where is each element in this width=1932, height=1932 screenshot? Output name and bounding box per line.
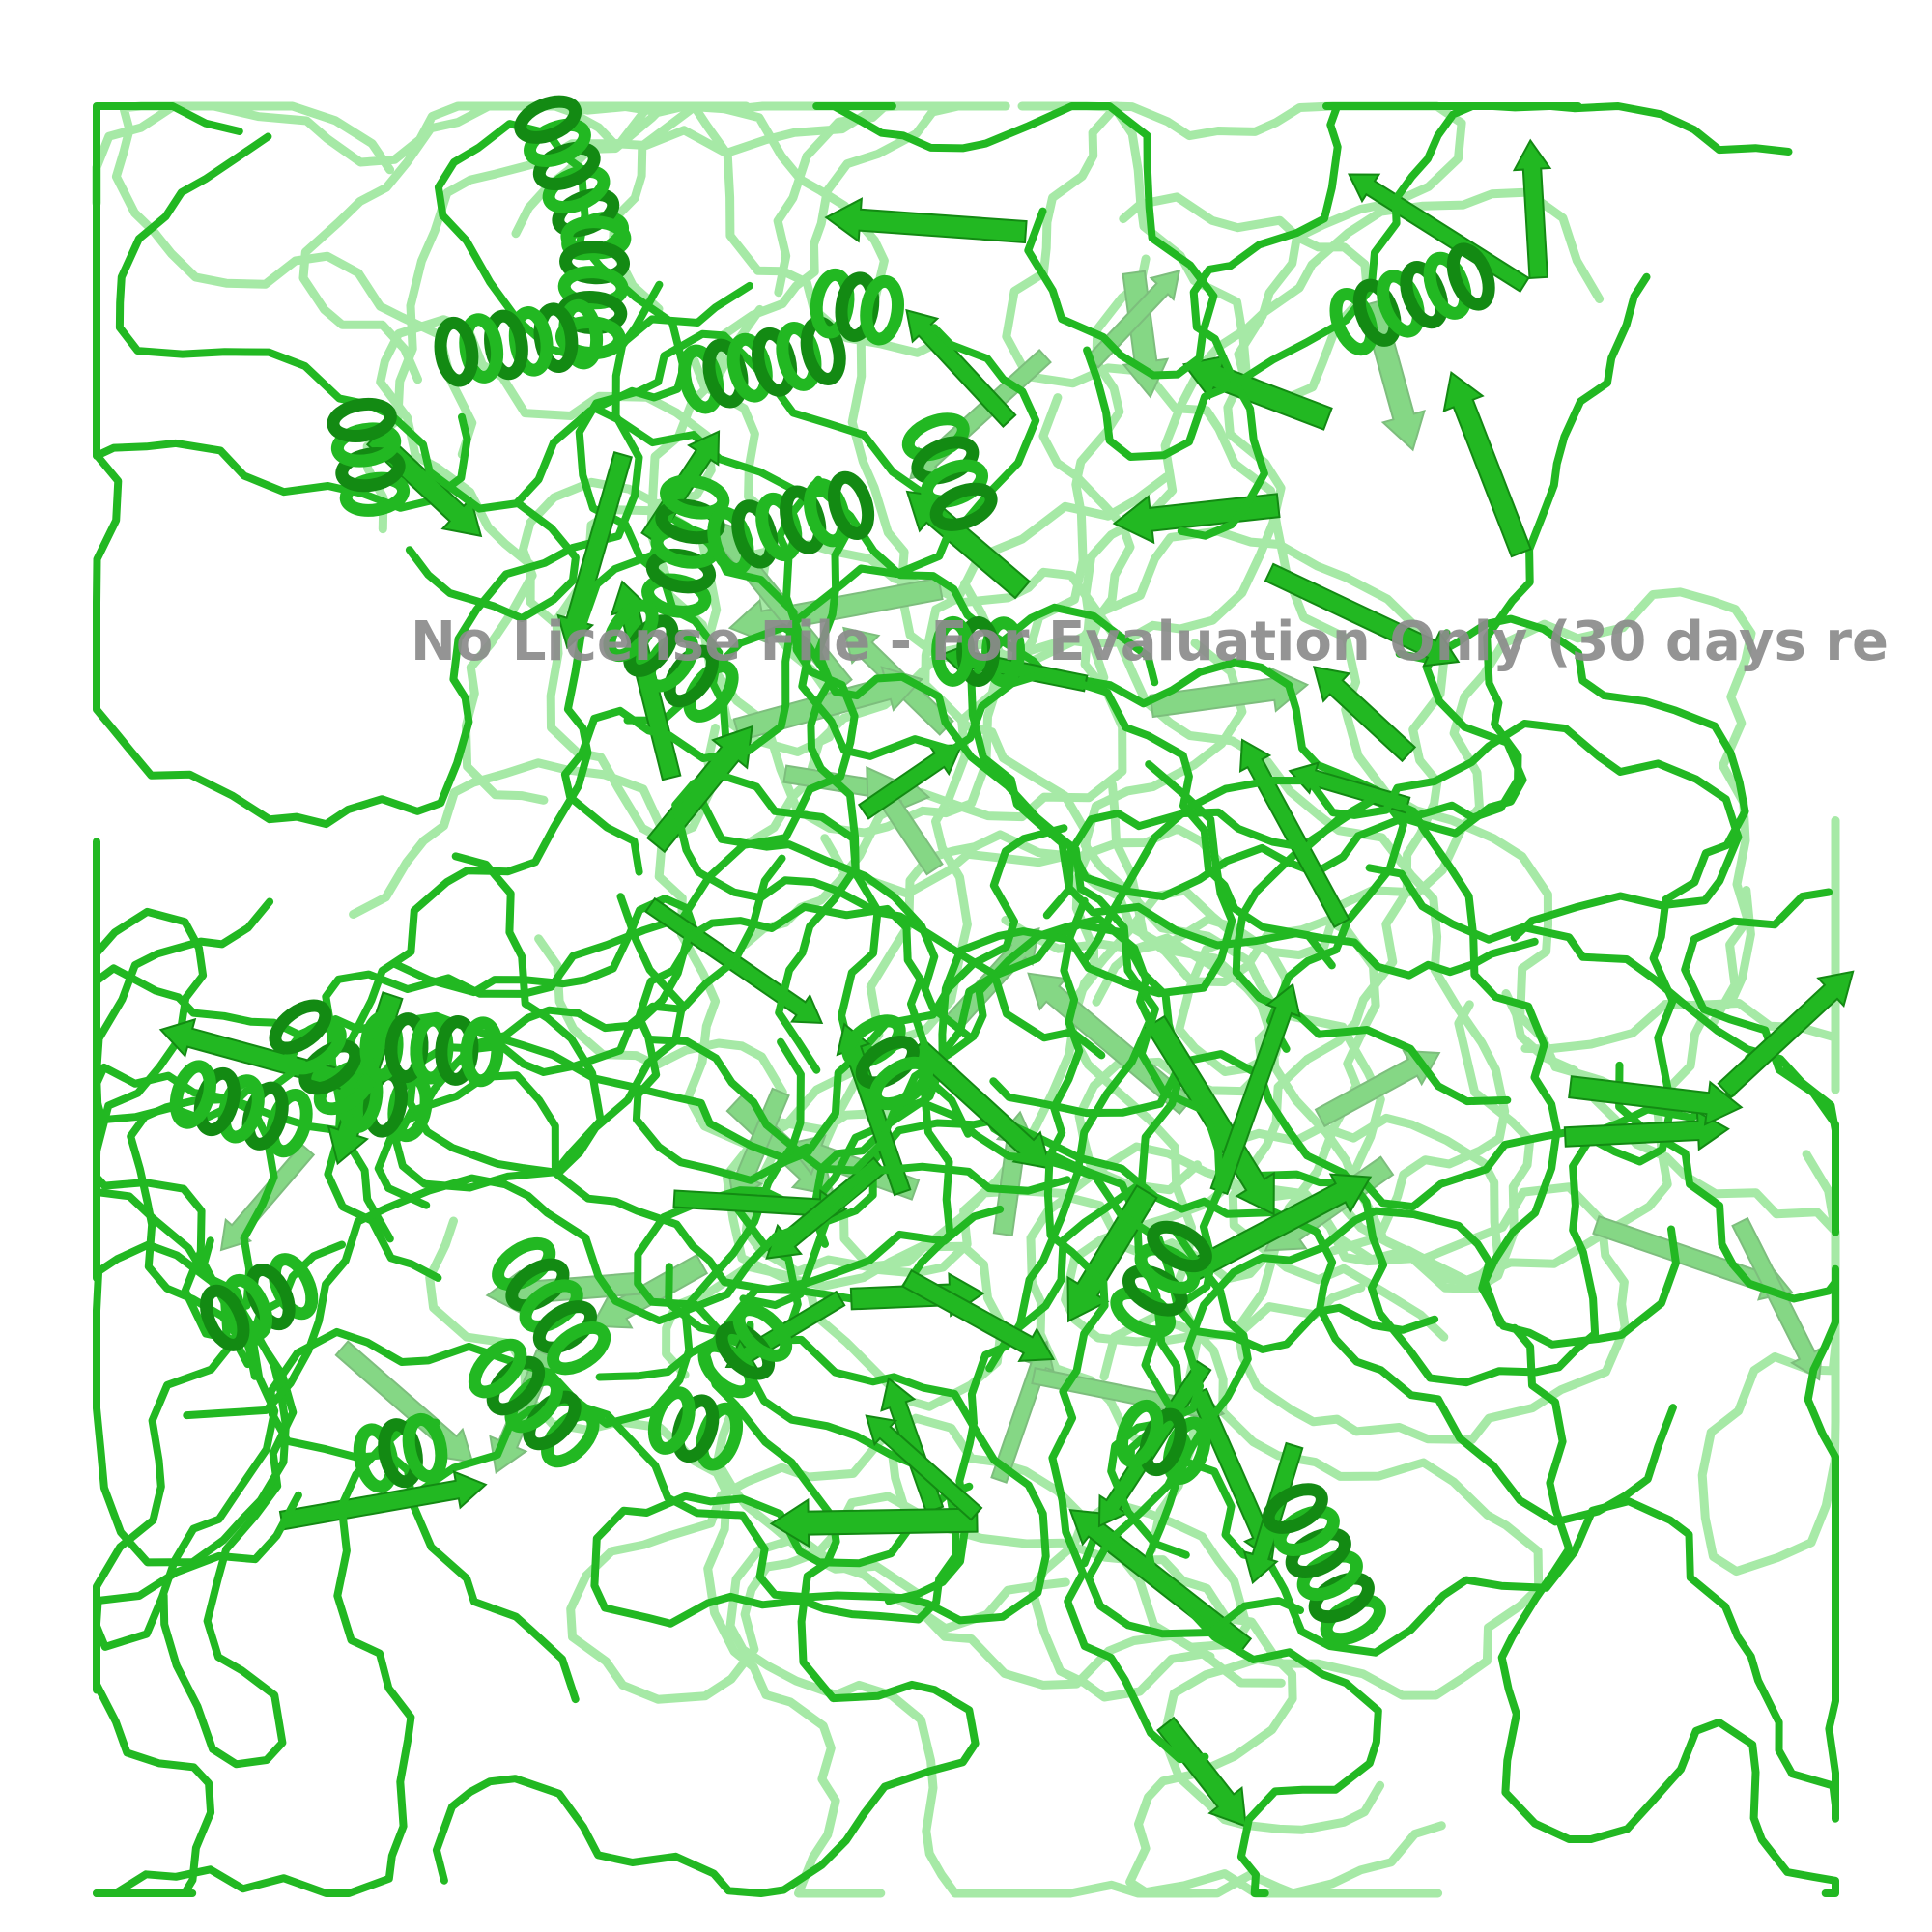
backbone-trace-17 [820,834,1503,1286]
beta-strand-104 [857,744,963,820]
backbone-trace-157 [374,902,972,1209]
alpha-helix-175 [647,1386,744,1471]
backbone-trace-4 [566,1413,1215,1704]
beta-strand-135 [1209,982,1301,1196]
backbone-trace-86 [1615,1061,1839,1686]
beta-strand-94 [278,1470,488,1531]
backbone-trace-151 [1107,1207,1680,1559]
alpha-helix-180 [327,397,411,517]
beta-strand-130 [769,1497,979,1548]
backbone-trace-83 [93,1155,290,1567]
beta-strand-115 [1181,1173,1373,1284]
beta-strand-105 [824,197,1028,244]
beta-strand-55 [590,1253,709,1329]
beta-strand-119 [1717,970,1855,1099]
alpha-helix-172 [468,1338,600,1468]
backbone-trace-0 [1107,101,1466,404]
backbone-trace-7 [1099,1312,1544,1834]
beta-strand-133 [1156,1716,1247,1828]
alpha-helix-164 [697,1303,793,1399]
beta-strand-106 [1563,1110,1730,1151]
backbone-trace-67 [93,838,810,1162]
backbone-trace-64 [1497,1323,1839,1897]
beta-strand-109 [1238,738,1350,928]
beta-strand-38 [1314,1049,1441,1128]
backbone-trace-140 [812,102,1218,380]
backbone-trace-73 [590,1321,974,1628]
beta-strand-131 [865,1414,983,1521]
backbone-trace-76 [1365,864,1839,1236]
alpha-helix-182 [931,615,1026,688]
backbone-trace-78 [1247,614,1749,1211]
backbone-trace-138 [671,771,1106,1074]
backbone-trace-153 [647,1036,1439,1353]
backbone-trace-144 [1145,1226,1382,1897]
alpha-helix-171 [200,1253,319,1351]
backbone-trace-142 [560,324,1040,876]
backbone-trace-88 [623,623,1527,901]
beta-strand-116 [1512,138,1552,280]
alpha-helix-179 [901,412,998,531]
backbone-trace-85 [93,280,664,829]
backbone-trace-158 [1083,102,1793,461]
beta-strand-118 [1568,1075,1744,1126]
alpha-helix-169 [1329,242,1495,356]
backbone-trace-145 [183,1162,1071,1420]
backbone-trace-137 [1177,102,1582,540]
alpha-helix-184 [707,470,875,576]
helix-layer [169,95,1495,1646]
backbone-trace-84 [413,1263,1050,1625]
beta-strand-126 [901,1268,1056,1362]
beta-strand-99 [1312,666,1417,763]
alpha-helix-165 [514,95,630,261]
beta-strand-110 [1264,562,1461,668]
backbone-trace-81 [739,1116,1677,1526]
backbone-trace-5 [1074,639,1291,1195]
alpha-helix-168 [359,1010,504,1088]
alpha-helix-162 [841,1014,934,1111]
alpha-helix-174 [169,1060,313,1158]
backbone-trace-146 [1043,896,1209,1764]
alpha-helix-170 [1110,1220,1212,1339]
backbone-trace-9 [1520,816,1840,1094]
backbone-trace-14 [608,101,1135,669]
alpha-helix-173 [1116,1399,1211,1485]
alpha-helix-178 [353,1412,448,1493]
backbone-trace-77 [1155,1455,1839,1823]
backbone-trace-19 [1026,781,1380,1455]
backbone-trace-149 [93,1415,440,1897]
beta-strand-108 [905,308,1017,428]
alpha-helix-177 [603,599,739,723]
alpha-helix-166 [492,1236,611,1376]
backbone-trace-70 [267,1037,805,1704]
backbone-trace-90 [93,907,252,1369]
beta-strand-50 [1731,1216,1824,1381]
alpha-helix-183 [434,298,604,387]
beta-strand-98 [1442,370,1532,558]
backbone-trace-139 [93,1491,302,1897]
alpha-helix-176 [810,268,904,346]
backbone-trace-69 [93,102,471,512]
backbone-trace-150 [1042,791,1561,1327]
alpha-helix-161 [1262,1483,1386,1646]
backbone-trace-75 [390,824,1068,1184]
